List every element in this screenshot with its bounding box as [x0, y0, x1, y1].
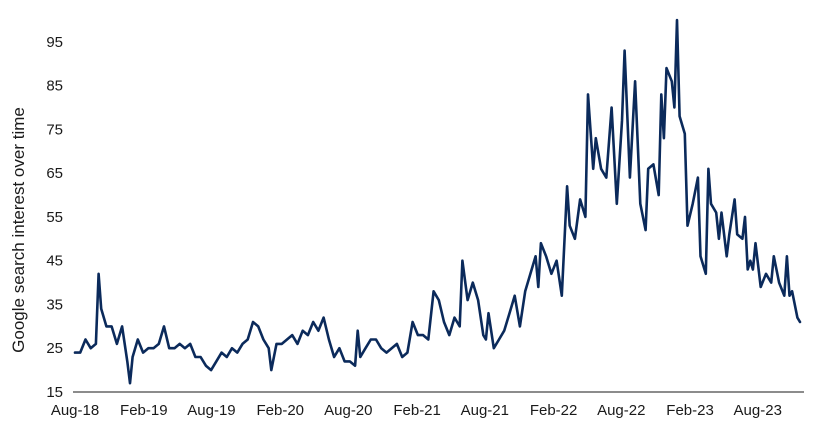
y-tick-label: 55 — [46, 209, 63, 226]
x-tick-label: Feb-23 — [666, 402, 714, 419]
y-tick-label: 65 — [46, 165, 63, 182]
y-tick-label: 75 — [46, 121, 63, 138]
y-tick-label: 25 — [46, 340, 63, 357]
x-tick-label: Feb-21 — [393, 402, 441, 419]
x-axis-ticks: Aug-18 Feb-19 Aug-19 Feb-20 Aug-20 Feb-21 Aug-… — [51, 402, 782, 419]
x-tick-label: Aug-19 — [187, 402, 235, 419]
x-tick-label: Aug-20 — [324, 402, 372, 419]
y-tick-label: 45 — [46, 253, 63, 270]
y-axis-label: Google search interest over time — [9, 107, 28, 353]
y-tick-label: 15 — [46, 384, 63, 401]
y-tick-label: 95 — [46, 34, 63, 51]
series-line — [73, 18, 802, 385]
y-tick-label: 85 — [46, 78, 63, 95]
x-tick-label: Feb-19 — [120, 402, 168, 419]
x-tick-label: Aug-23 — [734, 402, 782, 419]
x-tick-label: Feb-20 — [257, 402, 305, 419]
x-tick-label: Feb-22 — [530, 402, 578, 419]
x-tick-label: Aug-18 — [51, 402, 99, 419]
y-axis-ticks: 15 25 35 45 55 65 75 85 95 — [46, 34, 63, 401]
x-tick-label: Aug-21 — [461, 402, 509, 419]
series-layer — [73, 18, 802, 385]
x-tick-label: Aug-22 — [597, 402, 645, 419]
y-tick-label: 35 — [46, 296, 63, 313]
